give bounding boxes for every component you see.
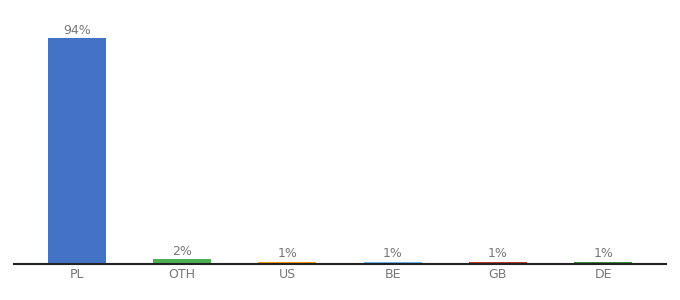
Bar (364, 262, 422, 264)
Bar (469, 262, 527, 264)
Text: 2%: 2% (172, 245, 192, 258)
Text: 1%: 1% (488, 248, 508, 260)
Text: 1%: 1% (277, 248, 297, 260)
Text: 1%: 1% (593, 248, 613, 260)
Bar (258, 262, 316, 264)
Bar (153, 259, 211, 264)
Text: 1%: 1% (383, 248, 403, 260)
Bar (48, 38, 105, 264)
Bar (575, 262, 632, 264)
Text: 94%: 94% (63, 24, 90, 37)
